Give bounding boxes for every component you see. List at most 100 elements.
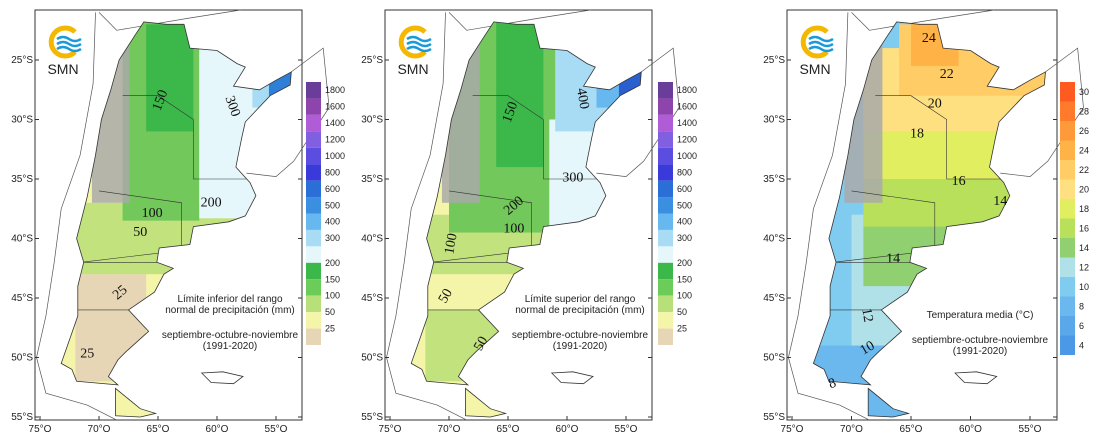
logo-wave (808, 40, 834, 48)
legend-label: 1000 (325, 151, 345, 161)
lat-tick-label: 30°S (763, 115, 785, 126)
legend-label: 200 (677, 258, 692, 268)
contour-label: 8 (827, 376, 839, 392)
legend-label: 1800 (677, 85, 697, 95)
legend-label: 150 (325, 274, 340, 284)
legend-label: 26 (1079, 126, 1089, 136)
legend-swatch (658, 131, 673, 148)
legend-label: 16 (1079, 223, 1089, 233)
logo-arc (800, 25, 829, 59)
chile-coast (386, 12, 466, 420)
legend-swatch (1060, 82, 1075, 102)
legend-label: 1400 (677, 118, 697, 128)
lat-tick-label: 45°S (11, 293, 33, 304)
logo-text: SMN (799, 61, 830, 77)
province-borders (472, 95, 603, 180)
lon-tick-label: 60°O (959, 424, 982, 435)
logo-wave (56, 45, 82, 53)
legend-swatch (658, 147, 673, 165)
lat-tick-label: 50°S (361, 353, 383, 364)
country-outline (115, 387, 158, 418)
lon-tick-label: 60°O (206, 424, 229, 435)
legend-swatch (658, 328, 673, 345)
legend-label: 50 (325, 307, 335, 317)
country-outline (550, 371, 594, 385)
legend-label: 200 (325, 258, 340, 268)
legend-label: 150 (677, 274, 692, 284)
contour-label: 400 (573, 87, 591, 110)
legend-label: 1200 (677, 135, 697, 145)
contour-label: 300 (562, 170, 583, 185)
contour-label: 100 (142, 206, 163, 221)
legend-swatch (306, 147, 321, 165)
legend-label: 10 (1079, 282, 1089, 292)
legend-swatch (1060, 296, 1075, 316)
contour-label: 100 (442, 232, 460, 255)
contour-label: 50 (471, 334, 491, 354)
contour-label: 14 (993, 194, 1007, 209)
logo-arc (398, 25, 427, 59)
lon-tick-label: 70°O (88, 424, 111, 435)
legend-swatch (1060, 140, 1075, 160)
logo-text: SMN (397, 61, 428, 77)
province-borders (875, 95, 1007, 180)
legend-label: 800 (677, 167, 692, 177)
legend-swatch (1060, 121, 1075, 141)
legend-swatch (658, 262, 673, 280)
legend-swatch (306, 229, 321, 247)
legend-label: 800 (325, 167, 340, 177)
contour-label: 22 (940, 67, 954, 82)
country-outline (410, 21, 642, 386)
legend-label: 300 (325, 233, 340, 243)
lat-tick-label: 25°S (361, 55, 383, 66)
contour-label: 14 (886, 251, 900, 266)
country-outline (60, 21, 292, 386)
contour-label: 25 (80, 347, 94, 362)
contour-label: 150 (150, 88, 171, 113)
lat-tick-label: 30°S (361, 115, 383, 126)
legend-swatch (306, 312, 321, 329)
legend-label: 1000 (677, 151, 697, 161)
legend-label: 50 (677, 307, 687, 317)
logo-arc (48, 25, 77, 59)
caption: normal de precipitación (mm) (165, 305, 295, 316)
legend-label: 4 (1079, 340, 1084, 350)
country-outline (812, 21, 1046, 386)
logo-wave (808, 35, 834, 43)
legend-label: 6 (1079, 321, 1084, 331)
period: septiembre-octubre-noviembre (912, 335, 1049, 346)
logo-wave (406, 45, 432, 53)
legend-label: 28 (1079, 106, 1089, 116)
lat-tick-label: 50°S (11, 353, 33, 364)
lon-tick-label: 65°O (147, 424, 170, 435)
legend-swatch (658, 98, 673, 115)
legend-swatch (658, 114, 673, 132)
contour-label: 50 (133, 225, 147, 240)
chile-coast (36, 12, 116, 420)
legend-label: 30 (1079, 87, 1089, 97)
contour-label: 100 (503, 222, 524, 237)
legend-label: 1200 (325, 135, 345, 145)
country-outline (465, 387, 508, 418)
legend-swatch (306, 164, 321, 181)
legend-swatch (1060, 257, 1075, 277)
lat-tick-label: 45°S (361, 293, 383, 304)
legend-label: 600 (677, 184, 692, 194)
legend-label: 100 (325, 291, 340, 301)
legend-swatch (1060, 218, 1075, 238)
lon-tick-label: 55°O (1019, 424, 1042, 435)
lon-tick-label: 65°O (900, 424, 923, 435)
lon-tick-label: 75°O (379, 424, 402, 435)
legend-label: 12 (1079, 262, 1089, 272)
lon-tick-label: 60°O (556, 424, 579, 435)
legend-swatch (1060, 199, 1075, 219)
lat-tick-label: 25°S (763, 55, 785, 66)
legend-swatch (306, 197, 321, 214)
lat-tick-label: 35°S (11, 174, 33, 185)
lat-tick-label: 45°S (763, 293, 785, 304)
legend-swatch (658, 213, 673, 230)
contour-label: 20 (928, 97, 942, 112)
period: septiembre-octubre-noviembre (162, 330, 299, 341)
legend-label: 8 (1079, 301, 1084, 311)
